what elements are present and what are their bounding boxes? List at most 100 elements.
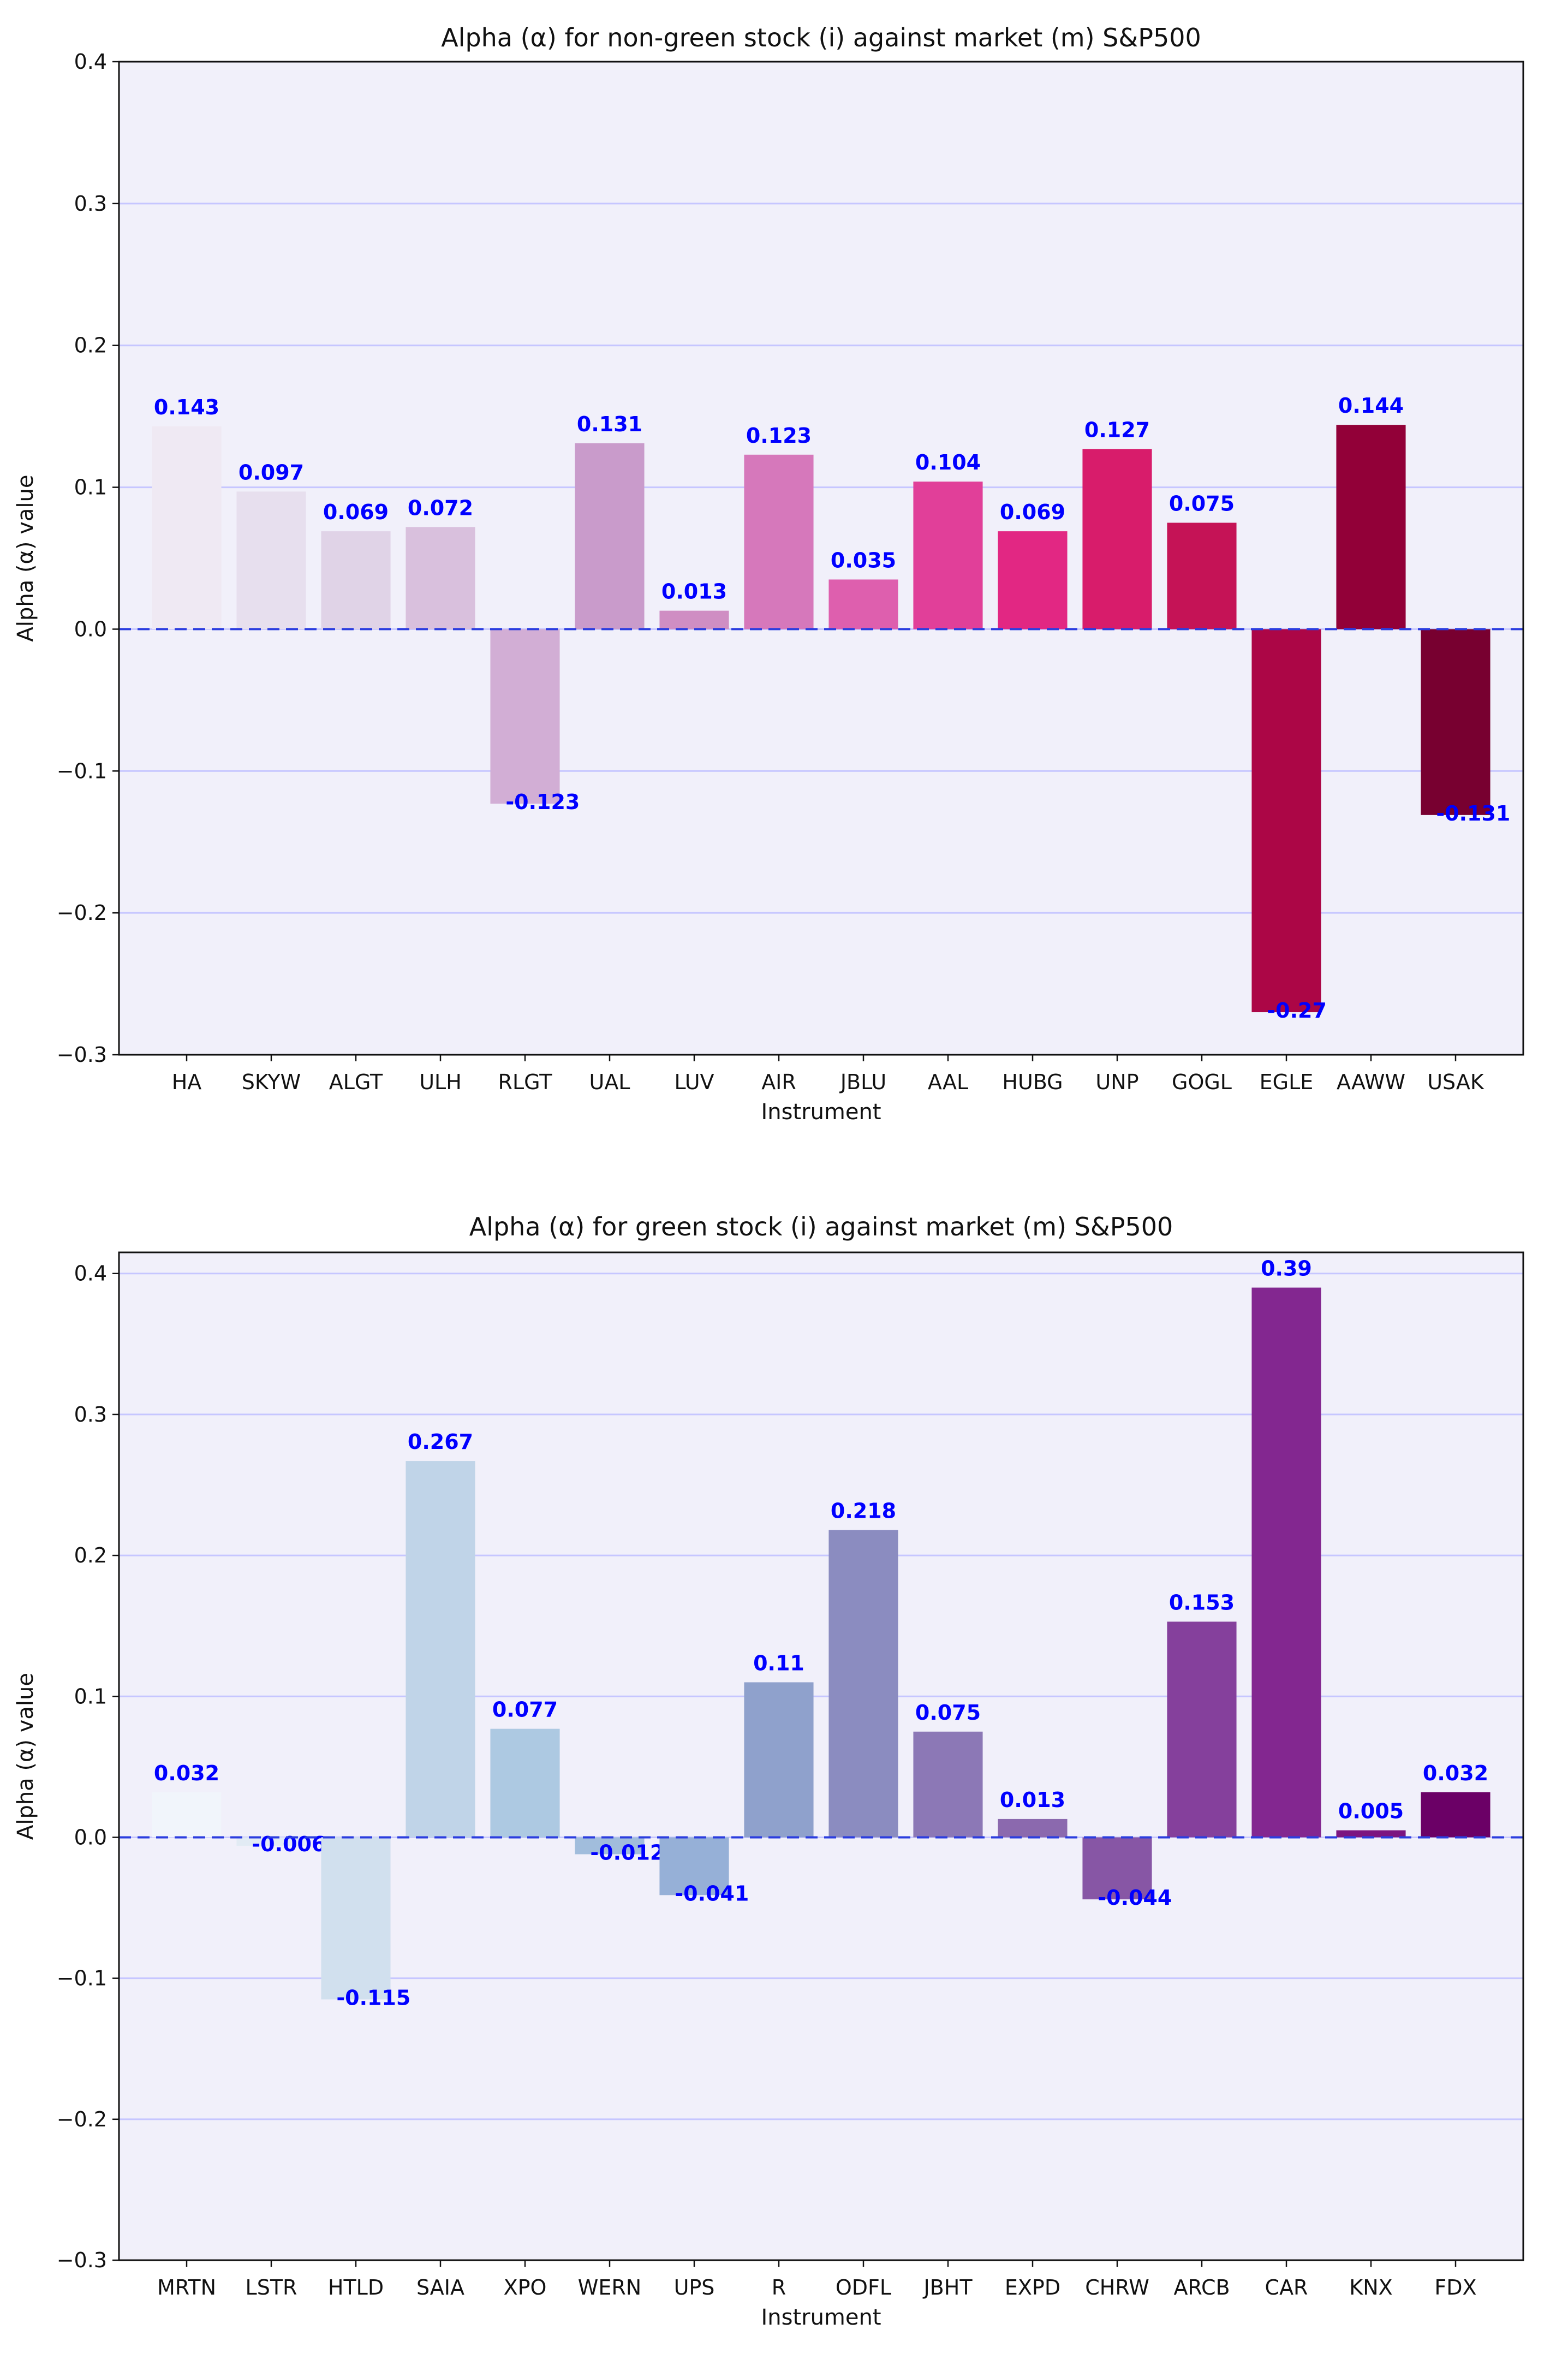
bar-saia [406, 1461, 475, 1838]
x-tick-label: USAK [1427, 1070, 1484, 1094]
bar-skyw [236, 491, 306, 629]
x-tick-label: HUBG [1002, 1070, 1063, 1094]
bar-hubg [998, 531, 1068, 629]
x-tick-label: SKYW [242, 1070, 301, 1094]
y-axis-label: Alpha (α) value [13, 1673, 38, 1840]
data-label: -0.27 [1267, 999, 1327, 1023]
data-label: 0.077 [492, 1698, 558, 1722]
bar-jbht [913, 1731, 983, 1838]
data-label: -0.044 [1098, 1886, 1172, 1910]
x-tick-label: HA [172, 1070, 202, 1094]
data-label: 0.267 [408, 1430, 473, 1454]
data-label: 0.075 [1169, 492, 1235, 516]
x-tick-label: SAIA [416, 2275, 464, 2299]
bar-odfl [828, 1530, 898, 1838]
bar-expd [998, 1819, 1068, 1838]
y-tick-label: −0.3 [57, 2248, 107, 2272]
data-label: 0.069 [323, 500, 389, 524]
bar-unp [1082, 449, 1152, 629]
y-tick-label: 0.1 [74, 1684, 107, 1708]
data-label: -0.131 [1436, 801, 1510, 825]
data-label: 0.072 [408, 496, 473, 520]
data-label: -0.041 [675, 1881, 749, 1905]
data-label: 0.153 [1169, 1590, 1235, 1614]
x-tick-label: MRTN [157, 2275, 216, 2299]
bar-ulh [406, 527, 475, 629]
bar-air [744, 454, 814, 629]
bar-xpo [490, 1728, 560, 1838]
x-tick-label: R [772, 2275, 786, 2299]
x-tick-label: CHRW [1085, 2275, 1149, 2299]
data-label: 0.11 [753, 1651, 804, 1675]
chart-1: HA 0.143 SKYW 0.097 ALGT 0.069 ULH 0.072 RLGT -0.… [13, 23, 1524, 1125]
x-tick-label: ARCB [1173, 2275, 1230, 2299]
x-tick-label: AAL [928, 1070, 968, 1094]
bar-ual [575, 443, 645, 629]
y-tick-label: 0.3 [74, 1403, 107, 1427]
bar-car [1251, 1287, 1321, 1838]
bar-mrtn [152, 1792, 222, 1838]
bar-wern [575, 1837, 645, 1855]
bar-aaww [1336, 425, 1406, 629]
x-tick-label: HTLD [328, 2275, 384, 2299]
bar-ha [152, 426, 222, 629]
x-tick-label: WERN [578, 2275, 641, 2299]
y-tick-label: 0.4 [74, 1262, 107, 1286]
x-tick-label: RLGT [498, 1070, 553, 1094]
x-tick-label: XPO [504, 2275, 547, 2299]
x-axis-label: Instrument [761, 2305, 881, 2330]
data-label: 0.013 [661, 580, 727, 604]
x-tick-label: UPS [674, 2275, 715, 2299]
x-tick-label: KNX [1349, 2275, 1392, 2299]
bar-ups [659, 1837, 729, 1895]
data-label: 0.144 [1338, 394, 1404, 418]
data-label: 0.104 [915, 450, 981, 474]
y-tick-label: 0.1 [74, 476, 107, 500]
bar-egle [1251, 629, 1321, 1013]
data-label: 0.069 [1000, 500, 1065, 524]
bar-jblu [828, 579, 898, 629]
chart-title: Alpha (α) for green stock (i) against ma… [469, 1212, 1173, 1241]
y-tick-label: 0.2 [74, 1543, 107, 1567]
bar-aal [913, 482, 983, 629]
x-tick-label: ODFL [836, 2275, 891, 2299]
data-label: 0.097 [239, 460, 304, 484]
data-label: 0.131 [577, 412, 642, 436]
data-label: 0.075 [915, 1701, 981, 1725]
x-tick-label: LSTR [246, 2275, 297, 2299]
y-tick-label: 0.3 [74, 192, 107, 216]
chart-2: MRTN 0.032 LSTR -0.006 HTLD -0.115 SAIA 0.267 XP… [13, 1212, 1524, 2330]
bar-fdx [1421, 1792, 1491, 1838]
bar-lstr [236, 1837, 306, 1846]
bar-knx [1336, 1830, 1406, 1838]
x-tick-label: ALGT [329, 1070, 383, 1094]
x-tick-label: UNP [1095, 1070, 1138, 1094]
y-tick-label: −0.2 [57, 2107, 107, 2131]
x-tick-label: UAL [589, 1070, 630, 1094]
data-label: 0.035 [831, 548, 896, 572]
chart-title: Alpha (α) for non-green stock (i) agains… [441, 23, 1201, 52]
bar-htld [321, 1837, 391, 2000]
x-tick-label: EGLE [1260, 1070, 1314, 1094]
y-tick-label: −0.1 [57, 759, 107, 783]
data-label: -0.012 [590, 1840, 664, 1864]
x-tick-label: AIR [761, 1070, 796, 1094]
plot-frame [118, 1251, 1524, 2261]
x-tick-label: FDX [1434, 2275, 1476, 2299]
data-label: 0.013 [1000, 1788, 1065, 1812]
x-tick-label: ULH [419, 1070, 462, 1094]
x-tick-label: CAR [1265, 2275, 1308, 2299]
y-tick-label: 0.0 [74, 617, 107, 641]
bar-luv [659, 610, 729, 629]
data-label: 0.005 [1338, 1799, 1404, 1823]
x-tick-label: GOGL [1172, 1070, 1232, 1094]
data-label: 0.218 [831, 1499, 896, 1523]
data-label: 0.032 [1423, 1761, 1488, 1785]
data-label: -0.123 [505, 790, 580, 814]
x-tick-label: AAWW [1337, 1070, 1405, 1094]
y-tick-label: −0.3 [57, 1043, 107, 1067]
data-label: 0.032 [154, 1761, 219, 1785]
y-tick-label: −0.1 [57, 1966, 107, 1990]
bar-gogl [1167, 522, 1237, 629]
